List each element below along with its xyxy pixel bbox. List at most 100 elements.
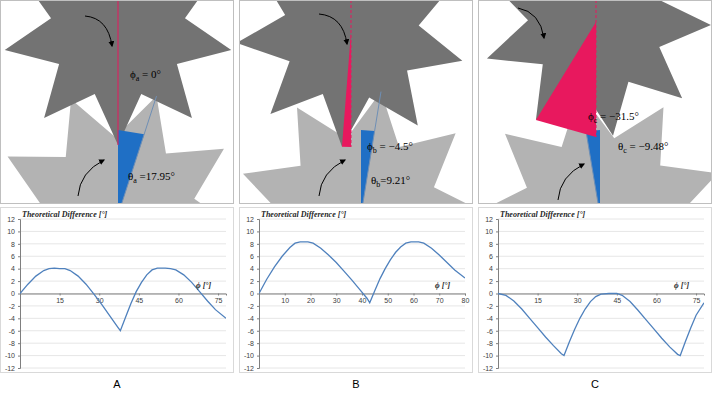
- y-tick: 2: [489, 278, 498, 285]
- grid-line: [259, 243, 465, 244]
- x-tick-mark: [139, 294, 140, 296]
- y-tick-mark: [496, 343, 498, 344]
- y-tick-label: 10: [246, 228, 254, 235]
- y-tick-label: -12: [5, 365, 15, 372]
- grid-line: [259, 318, 465, 319]
- grid-line: [498, 268, 704, 269]
- y-tick-mark: [18, 331, 20, 332]
- x-tick: 20: [307, 294, 315, 305]
- figure: ϕa = 0°θa =17.95°ϕb = −4.5°θb=9.21°ϕc = …: [0, 0, 712, 394]
- y-tick: 0: [11, 290, 20, 297]
- chart-frame: [240, 208, 473, 373]
- y-tick: 4: [250, 265, 259, 272]
- y-tick: -10: [244, 352, 259, 359]
- angle-value: =9.21°: [380, 174, 410, 186]
- y-tick-label: 10: [7, 228, 15, 235]
- y-tick-mark: [18, 269, 20, 270]
- y-tick-label: -6: [248, 327, 254, 334]
- x-tick-mark: [60, 294, 61, 296]
- grid-line: [20, 318, 226, 319]
- y-tick: -8: [9, 340, 20, 347]
- y-tick-mark: [496, 244, 498, 245]
- diagram-body: [0, 0, 234, 204]
- phi-reference-line: [351, 0, 352, 147]
- y-tick-mark: [18, 343, 20, 344]
- x-tick: 80: [462, 294, 470, 305]
- chart-frame: [479, 208, 712, 373]
- angle-value: =17.95°: [137, 170, 175, 182]
- y-tick: -8: [487, 340, 498, 347]
- y-tick-label: 2: [11, 278, 15, 285]
- diagram-body: [239, 0, 473, 204]
- y-tick-mark: [496, 306, 498, 307]
- y-tick: -12: [5, 365, 20, 372]
- x-tick-mark: [311, 294, 312, 296]
- x-tick-mark: [465, 294, 466, 296]
- x-tick: 70: [436, 294, 444, 305]
- plot-area: [20, 268, 226, 331]
- y-tick: 0: [250, 290, 259, 297]
- grid-line: [259, 231, 465, 232]
- upper-rotation-arrow: [319, 14, 347, 44]
- phi-wedge: [536, 22, 596, 137]
- x-tick-label: 40: [359, 297, 367, 304]
- x-axis: 1530456075: [21, 294, 227, 305]
- chart-panel: -12-10-8-6-4-20246810121530456075Theoret…: [1, 208, 234, 373]
- x-tick-label: 15: [534, 297, 542, 304]
- y-tick-mark: [496, 281, 498, 282]
- y-tick-label: -8: [248, 340, 254, 347]
- phi-label: ϕc = −31.5°: [588, 110, 639, 125]
- y-tick: 2: [250, 278, 259, 285]
- angle-value: = 0°: [139, 68, 161, 80]
- grid-line: [20, 231, 226, 232]
- y-tick-label: -12: [244, 365, 254, 372]
- y-tick-mark: [257, 281, 259, 282]
- grid-line: [498, 368, 704, 369]
- grid-line: [259, 268, 465, 269]
- grid: [20, 219, 226, 368]
- y-tick-mark: [257, 306, 259, 307]
- y-tick: -2: [248, 303, 259, 310]
- lower-rotation-arrow: [319, 160, 345, 196]
- x-tick-mark: [414, 294, 415, 296]
- y-tick: -10: [483, 352, 498, 359]
- y-tick: -2: [487, 303, 498, 310]
- y-tick-mark: [257, 219, 259, 220]
- y-tick-mark: [496, 219, 498, 220]
- y-tick-label: -10: [244, 352, 254, 359]
- grid-line: [498, 330, 704, 331]
- y-tick-mark: [496, 269, 498, 270]
- upper-rotation-arrow: [85, 16, 112, 46]
- angle-value: = −9.48°: [627, 140, 669, 152]
- y-tick-mark: [18, 244, 20, 245]
- y-tick-mark: [18, 231, 20, 232]
- y-tick-label: 2: [489, 278, 493, 285]
- y-tick-label: 6: [250, 253, 254, 260]
- y-tick-mark: [257, 244, 259, 245]
- grid-line: [259, 343, 465, 344]
- y-tick: 10: [485, 228, 498, 235]
- y-tick: 12: [485, 216, 498, 223]
- chart-panel: -12-10-8-6-4-20246810121530456075Theoret…: [479, 208, 712, 373]
- y-tick-label: 8: [11, 241, 15, 248]
- y-tick-mark: [257, 294, 259, 295]
- panel-label: B: [352, 378, 359, 390]
- x-tick-label: 10: [281, 297, 289, 304]
- x-tick-mark: [388, 294, 389, 296]
- y-tick: -2: [9, 303, 20, 310]
- chart-panel: -12-10-8-6-4-20246810121020304050607080T…: [240, 208, 473, 373]
- x-tick-mark: [99, 294, 100, 296]
- y-tick: -8: [248, 340, 259, 347]
- theta-wedge: [361, 130, 375, 204]
- x-tick-mark: [538, 294, 539, 296]
- x-tick-label: 15: [56, 297, 64, 304]
- grid-line: [20, 256, 226, 257]
- y-tick-label: 4: [250, 265, 254, 272]
- y-tick-mark: [257, 331, 259, 332]
- x-tick-label: 75: [215, 297, 223, 304]
- y-tick-label: 10: [485, 228, 493, 235]
- y-tick: 2: [11, 278, 20, 285]
- y-tick-mark: [496, 368, 498, 369]
- upper-rotation-arrow: [518, 8, 544, 38]
- x-tick: 15: [56, 294, 64, 305]
